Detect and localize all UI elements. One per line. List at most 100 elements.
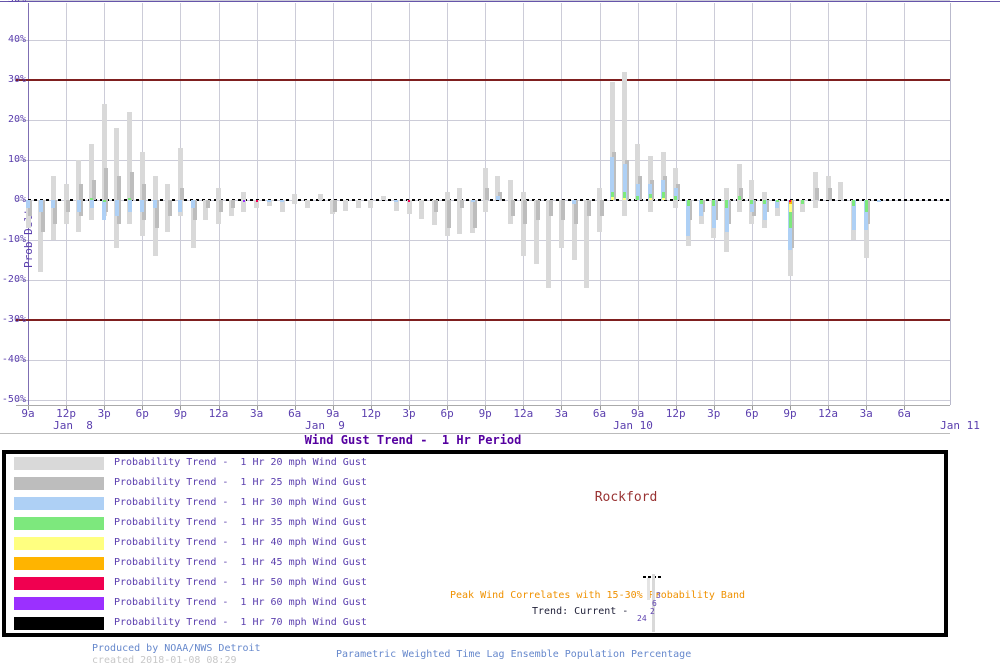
- bar-segment: [66, 200, 71, 212]
- legend-swatch-45mph: [14, 557, 104, 570]
- bar-segment: [647, 200, 653, 212]
- bar-segment: [622, 164, 627, 200]
- bar-segment: [866, 200, 871, 224]
- bar-segment: [609, 82, 615, 200]
- bar-segment: [167, 200, 172, 216]
- bar-segment: [648, 184, 653, 200]
- bar-segment: [737, 196, 741, 200]
- bar-segment: [393, 200, 399, 212]
- x-tick-label: 9p: [173, 407, 188, 420]
- x-tick-mark: [180, 405, 182, 410]
- y-tick-label: 30%: [7, 74, 26, 85]
- chart-title: Wind Gust Trend - 1 Hr Period: [304, 433, 522, 447]
- bar-segment: [254, 200, 260, 208]
- x-tick-mark: [904, 405, 906, 410]
- bar-segment: [242, 200, 245, 202]
- x-tick-label: 12a: [208, 407, 229, 420]
- bar-segment: [637, 176, 642, 200]
- bar-segment: [864, 200, 868, 212]
- bar-segment: [648, 194, 652, 200]
- bar-segment: [635, 184, 640, 200]
- bar-segment: [548, 200, 553, 216]
- bar-segment: [546, 200, 552, 288]
- chart-bottom-separator: [0, 433, 950, 434]
- bar-segment: [788, 200, 792, 212]
- x-tick-label: 6p: [135, 407, 149, 420]
- gridline-h: [16, 40, 950, 41]
- footer-created-timestamp: created 2018-01-08 08:29: [92, 655, 237, 666]
- bar-segment: [636, 196, 640, 200]
- x-tick-label: 3p: [97, 407, 111, 420]
- bar-segment: [736, 200, 742, 212]
- legend-swatch-70mph: [14, 617, 104, 630]
- x-tick-label: 6p: [745, 407, 759, 420]
- x-tick-label: 6a: [897, 407, 911, 420]
- bar-segment: [673, 188, 678, 200]
- bar-segment: [76, 200, 82, 232]
- x-tick-mark: [523, 405, 525, 410]
- x-tick-mark: [256, 405, 258, 410]
- x-day-label: Jan 11: [940, 419, 980, 432]
- bar-segment: [739, 188, 744, 200]
- bar-segment: [127, 112, 133, 200]
- bar-segment: [102, 200, 107, 220]
- bar-segment: [762, 192, 768, 200]
- x-tick-label: 6a: [288, 407, 302, 420]
- footer-produced-by: Produced by NOAA/NWS Detroit: [92, 643, 261, 654]
- x-tick-label: 12a: [513, 407, 534, 420]
- trend-inset-value: 2: [650, 607, 655, 616]
- x-tick-label: 9a: [326, 407, 340, 420]
- plot-top-border: [0, 1, 1000, 2]
- bar-segment: [165, 200, 171, 232]
- bar-segment: [203, 200, 209, 220]
- y-tick-label: 10%: [7, 154, 26, 165]
- x-tick-mark: [447, 405, 449, 410]
- x-tick-mark: [866, 405, 868, 410]
- x-tick-mark: [561, 405, 563, 410]
- x-tick-label: 3a: [859, 407, 873, 420]
- trend-inset-value: 24: [637, 614, 647, 623]
- bar-segment: [292, 200, 298, 204]
- trend-inset-bar-short: [647, 578, 650, 600]
- bar-segment: [114, 200, 120, 248]
- x-tick-mark: [218, 405, 220, 410]
- bar-segment: [139, 152, 145, 200]
- x-tick-mark: [409, 405, 410, 410]
- bar-segment: [574, 200, 579, 224]
- bar-segment: [431, 200, 437, 226]
- bar-segment: [472, 200, 477, 228]
- bar-segment: [228, 200, 234, 216]
- bar-segment: [78, 184, 83, 200]
- bar-segment: [851, 200, 856, 230]
- bar-segment: [447, 200, 452, 228]
- bar-segment: [152, 200, 158, 256]
- x-tick-label: 3a: [554, 407, 569, 420]
- trend-inset-value: 6: [652, 599, 657, 608]
- bar-segment: [635, 144, 641, 200]
- gridline-h: [16, 400, 950, 401]
- bar-segment: [774, 200, 780, 216]
- legend-label-40mph: Probability Trend - 1 Hr 40 mph Wind Gus…: [114, 537, 367, 548]
- bar-segment: [647, 156, 653, 200]
- bar-segment: [38, 200, 44, 272]
- bar-segment: [205, 200, 210, 208]
- bar-segment: [775, 200, 779, 202]
- peak-wind-note: Peak Wind Correlates with 15-30% Probabi…: [450, 590, 746, 601]
- bar-segment: [127, 200, 133, 224]
- x-tick-label: 12a: [818, 407, 839, 420]
- legend-swatch-25mph: [14, 477, 104, 490]
- bar-segment: [572, 200, 577, 204]
- legend-swatch-50mph: [14, 577, 104, 590]
- bar-segment: [762, 200, 767, 220]
- gridline-h: [16, 160, 950, 161]
- bar-segment: [104, 168, 109, 200]
- x-tick-mark: [294, 405, 296, 410]
- zero-line: [28, 199, 950, 201]
- bar-segment: [216, 188, 221, 200]
- bar-segment: [520, 192, 526, 200]
- bar-segment: [142, 184, 147, 200]
- bar-segment: [749, 180, 755, 200]
- bar-segment: [434, 200, 439, 212]
- x-tick-label: 3p: [707, 407, 721, 420]
- bar-segment: [790, 200, 794, 248]
